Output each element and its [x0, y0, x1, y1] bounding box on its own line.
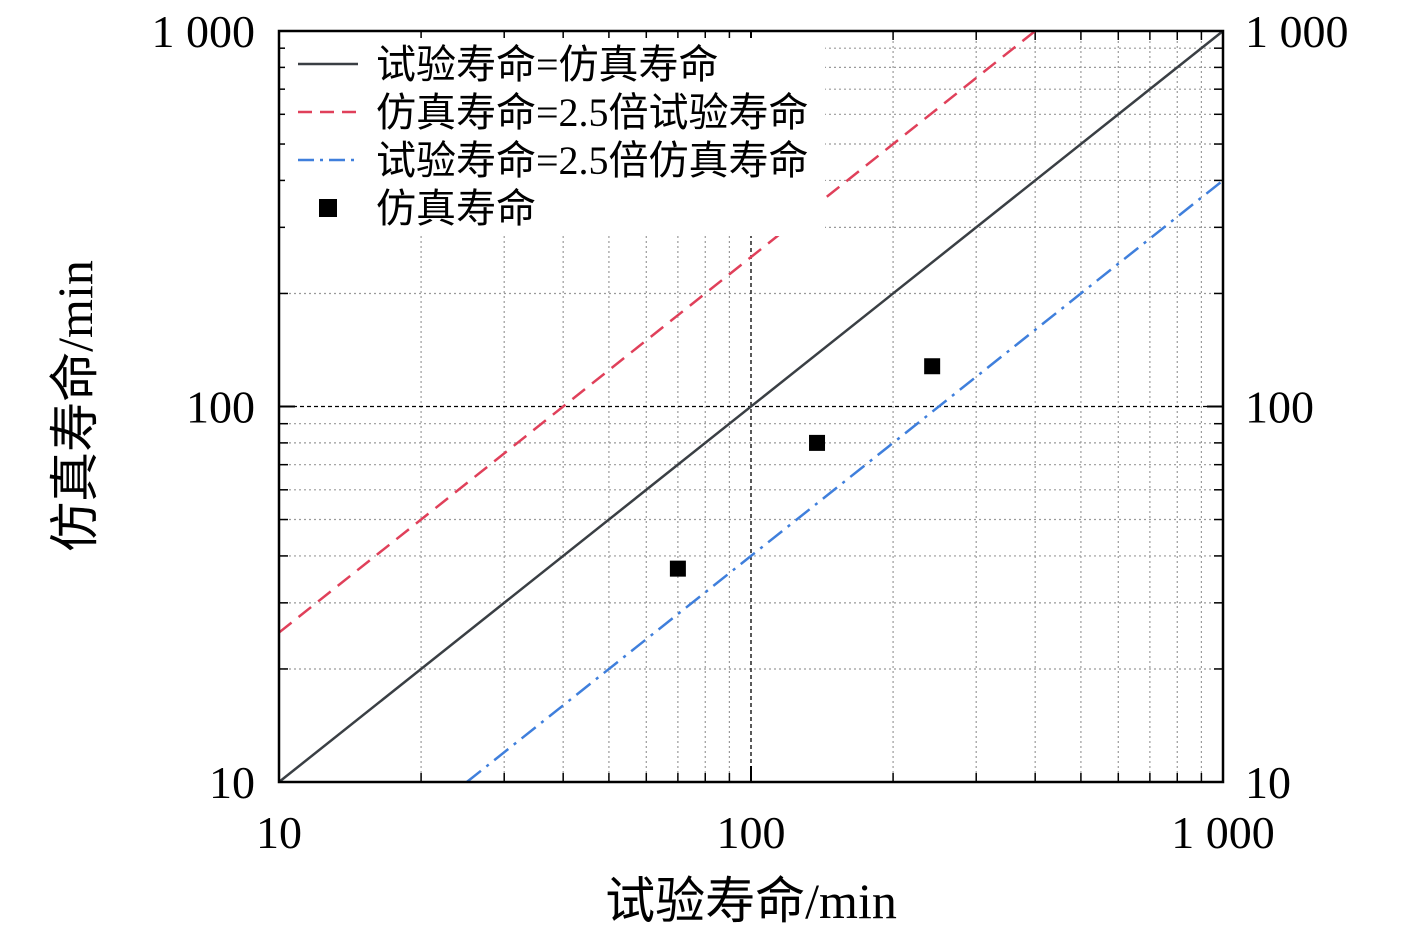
series-line-1	[279, 31, 1223, 782]
y-tick-label-left: 1 000	[152, 6, 256, 57]
series-line-3	[466, 179, 1223, 782]
legend-background	[285, 38, 825, 236]
x-tick-label: 100	[717, 807, 786, 858]
legend-label-4: 仿真寿命	[376, 186, 536, 231]
y-tick-label-right: 100	[1245, 382, 1314, 433]
y-tick-label-right: 10	[1245, 757, 1291, 808]
y-tick-label-left: 100	[186, 382, 255, 433]
y-axis-title: 仿真寿命/min	[47, 260, 103, 552]
plot-frame	[277, 29, 1225, 784]
legend-swatch-4	[319, 199, 337, 217]
series-layer	[279, 31, 1223, 782]
x-tick-label: 1 000	[1171, 807, 1275, 858]
y-tick-label-right: 1 000	[1245, 6, 1349, 57]
x-axis-title: 试验寿命/min	[605, 873, 897, 929]
data-point	[669, 560, 686, 577]
legend-label-1: 试验寿命=仿真寿命	[376, 42, 719, 87]
y-tick-label-left: 10	[209, 757, 255, 808]
legend-label-2: 仿真寿命=2.5倍试验寿命	[376, 90, 809, 135]
data-point	[924, 358, 941, 375]
x-tick-label: 10	[256, 807, 302, 858]
legend-label-3: 试验寿命=2.5倍仿真寿命	[376, 138, 809, 183]
data-point	[809, 434, 826, 451]
series-line-2	[279, 31, 1036, 634]
